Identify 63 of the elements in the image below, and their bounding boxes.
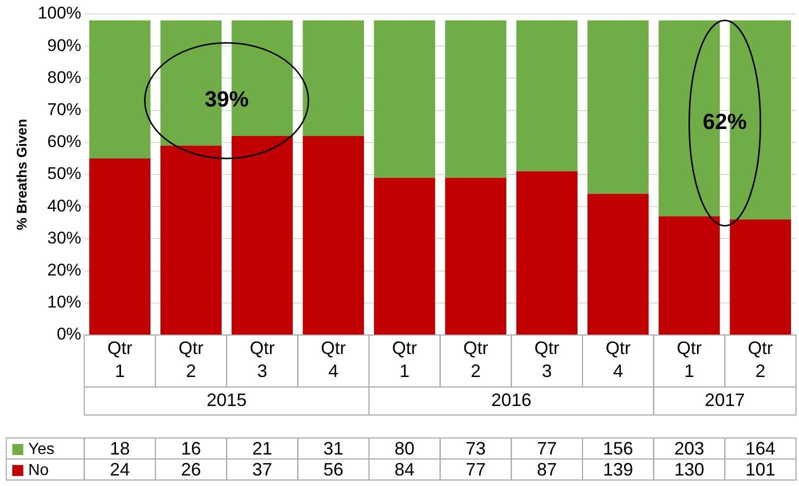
- bar: [89, 158, 150, 334]
- y-axis-title: % Breaths Given: [13, 118, 30, 230]
- y-tick-label: 90%: [47, 36, 82, 55]
- text: 84: [394, 459, 415, 480]
- bar: [587, 20, 649, 194]
- legend-label: Yes: [28, 440, 54, 458]
- bar: [658, 216, 720, 334]
- bar: [445, 178, 506, 334]
- text: 77: [466, 459, 486, 480]
- y-tick-label: 40%: [47, 196, 82, 216]
- y-tick-label: 50%: [47, 164, 82, 184]
- y-tick-label: 20%: [47, 260, 82, 280]
- x-tick-label: Qtr 1: [392, 338, 418, 381]
- text: 87: [536, 459, 557, 480]
- x-tick-label: Qtr 4: [606, 338, 631, 381]
- x-tick-label: Qtr 2: [178, 338, 204, 381]
- text: 156: [603, 438, 634, 458]
- bar: [374, 178, 436, 334]
- x-tick-label: Qtr 2: [748, 338, 773, 381]
- x-tick-label: Qtr 2: [463, 338, 488, 381]
- text: 101: [745, 459, 776, 480]
- text: 2017: [704, 390, 745, 410]
- y-tick-label: 80%: [47, 68, 82, 87]
- text: 77: [536, 438, 557, 458]
- text: 31: [323, 438, 344, 458]
- text: 130: [674, 459, 704, 480]
- text: 37: [252, 459, 272, 480]
- bar: [516, 20, 578, 172]
- text: 21: [252, 438, 272, 458]
- text: 164: [745, 438, 776, 458]
- y-tick-label: 30%: [47, 228, 82, 248]
- bar: [160, 146, 222, 334]
- text: 18: [110, 438, 130, 458]
- text: 80: [394, 438, 415, 458]
- y-tick-label: 0%: [56, 324, 82, 344]
- x-tick-label: Qtr 3: [250, 338, 275, 381]
- legend-label: No: [28, 462, 49, 479]
- bar: [587, 194, 649, 334]
- x-tick-label: Qtr 3: [534, 338, 560, 381]
- bar: [374, 20, 436, 178]
- text: 203: [674, 438, 704, 458]
- y-tick-label: 60%: [47, 132, 82, 152]
- text: 73: [466, 438, 486, 458]
- text: 2016: [491, 390, 532, 410]
- bar: [89, 20, 150, 158]
- text: 16: [181, 438, 202, 458]
- text: 2015: [206, 390, 247, 410]
- y-tick-label: 70%: [47, 100, 82, 119]
- x-tick-label: Qtr 1: [107, 338, 132, 381]
- bar: [730, 219, 792, 334]
- text: 139: [603, 459, 634, 480]
- y-tick-label: 10%: [47, 292, 82, 312]
- bar: [302, 136, 364, 334]
- bar: [232, 136, 293, 334]
- bar: [302, 20, 364, 136]
- text: 24: [110, 459, 130, 480]
- bar: [445, 20, 506, 178]
- bar: [516, 171, 578, 334]
- x-tick-label: Qtr 1: [676, 338, 702, 381]
- x-tick-label: Qtr 4: [320, 338, 346, 381]
- y-tick-label: 100%: [38, 4, 82, 23]
- text: 26: [181, 459, 202, 480]
- text: 56: [323, 459, 344, 480]
